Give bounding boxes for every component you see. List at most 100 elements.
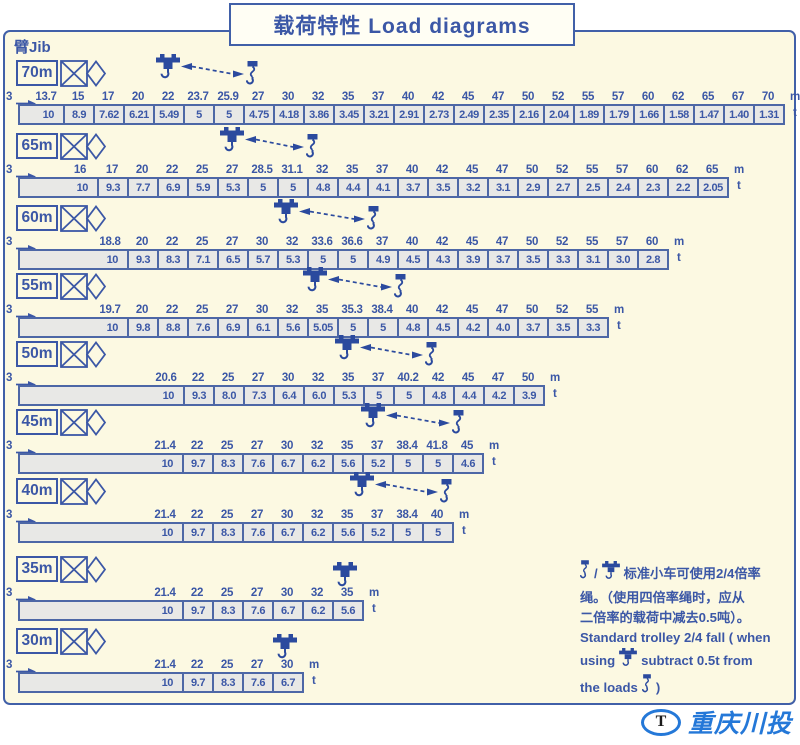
- load-cell: 4.4: [453, 385, 485, 406]
- hook-2fall-icon: [366, 206, 379, 230]
- distance-label: 37: [375, 236, 389, 248]
- load-value: 6.21: [129, 108, 149, 121]
- distance-label: 47: [495, 164, 509, 176]
- load-value: 10: [106, 253, 119, 266]
- distance-label: 27: [251, 372, 265, 384]
- distance-label: 27: [225, 236, 239, 248]
- load-cell: 5.6: [332, 453, 364, 474]
- jib-symbol: [60, 205, 107, 237]
- distance-label: 32: [311, 91, 325, 103]
- load-cell: 5.7: [247, 249, 279, 270]
- load-value: 5: [350, 321, 356, 334]
- load-cell-wide: 10: [18, 317, 129, 338]
- trolley-4fall-marker: [274, 199, 298, 231]
- trolley-4fall-icon: [274, 199, 298, 224]
- jib-section-55m: 55m 3 19.7 20 22 25 27 30 32 35 35.3 38.4 40 42 45 47 50…: [0, 267, 800, 343]
- distance-label: 18.8: [99, 236, 121, 248]
- distance-label: 35: [345, 164, 359, 176]
- load-cell: 3.0: [607, 249, 639, 270]
- load-cell: 1.40: [723, 104, 755, 125]
- load-value: 8.3: [220, 457, 236, 470]
- distance-label: 30: [280, 659, 294, 671]
- distance-label: 55: [585, 236, 599, 248]
- distance-label: 45: [465, 164, 479, 176]
- load-cell-wide: 10: [18, 177, 99, 198]
- distance-label: 60: [641, 91, 655, 103]
- load-value: 9.7: [190, 457, 206, 470]
- load-value: 5: [405, 526, 411, 539]
- hook-2fall-icon: [439, 479, 452, 503]
- load-value: 1.31: [759, 108, 779, 121]
- trolley-4fall-marker: [361, 403, 385, 435]
- load-value: 4.9: [375, 253, 391, 266]
- distance-label: 40: [405, 236, 419, 248]
- jib-section-70m: 70m 3 13.7 15 17 20 22 23.7 25.9 27 30 32 35 37 40 42 45…: [0, 54, 800, 130]
- load-cell-wide: 10: [18, 522, 184, 543]
- jib-symbol: [60, 409, 107, 441]
- jib-symbol-icon: [60, 478, 107, 505]
- load-cell: 5: [422, 453, 454, 474]
- distance-label: 25.9: [217, 91, 239, 103]
- trolley-4fall-marker: [335, 335, 359, 367]
- distance-label: 38.4: [396, 440, 418, 452]
- trolley-travel-arrow: [299, 208, 365, 223]
- load-value: 5: [406, 389, 412, 402]
- tons-unit-label: t: [372, 603, 376, 615]
- load-value: 6.7: [280, 457, 296, 470]
- trolley-4fall-icon: [619, 648, 638, 674]
- jib-symbol: [60, 60, 107, 92]
- load-cell: 5: [247, 177, 279, 198]
- load-value: 1.58: [669, 108, 689, 121]
- load-value: 3.5: [555, 321, 571, 334]
- distance-label: 33.6: [311, 236, 333, 248]
- distance-label: 60: [645, 236, 659, 248]
- load-cell: 6.7: [272, 672, 304, 693]
- trolley-4fall-icon: [335, 335, 359, 360]
- jib-symbol-icon: [60, 628, 107, 655]
- load-value: 4.8: [431, 389, 447, 402]
- load-cell: 5: [183, 104, 215, 125]
- load-cell: 8.3: [212, 522, 244, 543]
- load-value: 3.21: [369, 108, 389, 121]
- distance-label: 40: [405, 164, 419, 176]
- load-cell: 4.5: [397, 249, 429, 270]
- trolley-4fall-icon: [273, 634, 297, 659]
- hook-2fall-icon: [245, 61, 258, 85]
- distance-label: 52: [555, 164, 569, 176]
- distance-label: 35: [315, 304, 329, 316]
- distance-label: 25: [195, 304, 209, 316]
- load-cell: 8.9: [63, 104, 95, 125]
- load-value: 2.2: [675, 181, 691, 194]
- load-value: 7.6: [195, 321, 211, 334]
- load-cell: 3.3: [547, 249, 579, 270]
- load-cell: 6.7: [272, 453, 304, 474]
- load-value: 3.7: [495, 253, 511, 266]
- trolley-travel-arrow: [328, 276, 392, 291]
- distance-label: 36.6: [341, 236, 363, 248]
- jib-length-label: 40m: [16, 478, 58, 504]
- jib-length-label: 50m: [16, 341, 58, 367]
- load-value: 1.40: [729, 108, 749, 121]
- load-value: 4.3: [435, 253, 451, 266]
- load-value: 2.49: [459, 108, 479, 121]
- distance-label: 42: [431, 372, 445, 384]
- trolley-note: / 标准小车可使用2/4倍率 绳。（使用四倍率绳时，应从 二倍率的载荷中减去0.…: [579, 560, 796, 702]
- distance-label: 23.7: [187, 91, 209, 103]
- jib-symbol-icon: [60, 205, 107, 232]
- load-value: 7.7: [135, 181, 151, 194]
- meters-unit-label: m: [674, 236, 684, 248]
- distance-label: 13.7: [35, 91, 57, 103]
- load-value: 1.89: [579, 108, 599, 121]
- load-value: 5.9: [195, 181, 211, 194]
- distance-label: 25: [195, 236, 209, 248]
- page-title: 载荷特性 Load diagrams: [229, 3, 575, 46]
- hook-2fall-marker: [366, 206, 380, 239]
- load-cell: 5: [392, 522, 424, 543]
- distance-label: 45: [465, 236, 479, 248]
- hook-2fall-icon: [579, 560, 590, 588]
- trolley-4fall-marker: [333, 562, 357, 594]
- diagram-panel: [3, 30, 796, 705]
- jib-length-text: 40m: [21, 482, 53, 499]
- distance-label: 38.4: [396, 509, 418, 521]
- note-text-en1: Standard trolley 2/4 fall ( when: [580, 630, 771, 645]
